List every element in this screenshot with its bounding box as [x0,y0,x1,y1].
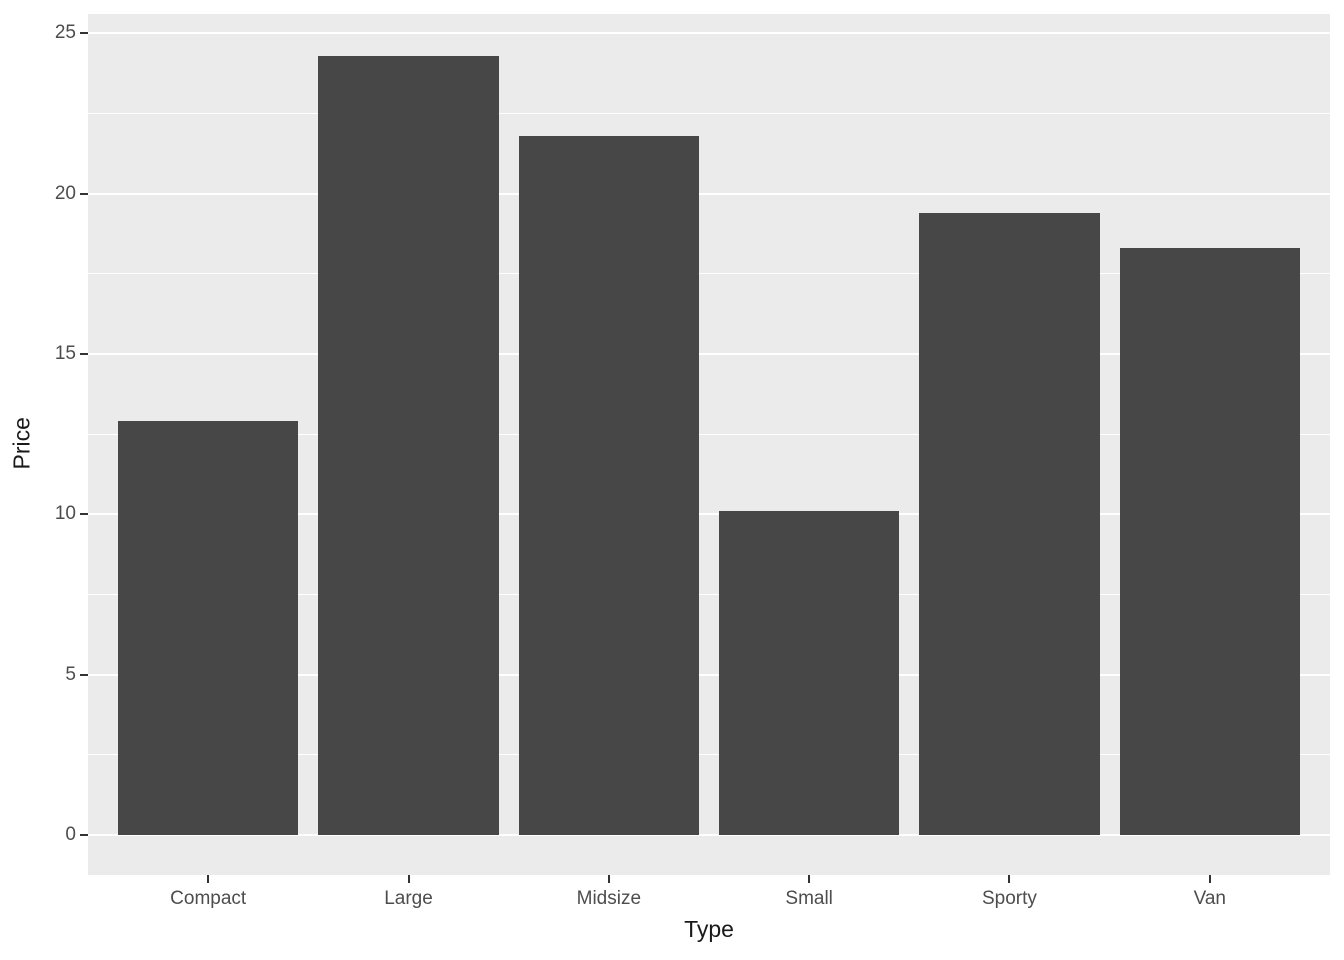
gridline-major [88,192,1330,195]
bar-large [318,55,499,835]
plot-panel [88,14,1330,875]
y-tick-mark [80,673,88,676]
y-tick-mark [80,833,88,836]
gridline-major [88,513,1330,516]
gridline-minor [88,273,1330,275]
y-tick-mark [80,32,88,35]
gridline-major [88,833,1330,836]
gridline-major [88,673,1330,676]
y-tick-mark [80,513,88,516]
bar-van [1119,248,1300,835]
y-tick-mark [80,352,88,355]
x-axis-title: Type [684,916,734,942]
gridline-minor [88,433,1330,435]
bar-small [719,511,900,835]
x-tick-label-large: Large [384,888,433,909]
bar-sporty [919,212,1100,835]
y-tick-label: 20 [54,182,76,204]
x-tick-label-sporty: Sporty [982,888,1037,909]
bar-midsize [518,135,699,835]
y-tick-mark [80,192,88,195]
x-tick-label-van: Van [1193,888,1226,909]
gridline-minor [88,754,1330,756]
x-tick-mark [1208,875,1211,883]
x-tick-mark [207,875,210,883]
y-tick-label: 0 [65,823,76,845]
y-tick-label: 15 [54,342,76,364]
y-tick-label: 10 [54,503,76,525]
y-tick-label: 25 [54,22,76,44]
x-tick-mark [1008,875,1011,883]
x-tick-mark [607,875,610,883]
gridline-minor [88,112,1330,114]
x-tick-mark [407,875,410,883]
bar-compact [118,421,299,835]
x-tick-label-midsize: Midsize [576,888,642,909]
x-tick-mark [808,875,811,883]
gridline-major [88,352,1330,355]
x-tick-label-compact: Compact [170,888,247,909]
y-tick-label: 5 [65,663,76,685]
gridline-major [88,32,1330,35]
x-tick-label-small: Small [785,888,833,909]
gridline-minor [88,593,1330,595]
y-axis-title: Price [8,417,35,470]
